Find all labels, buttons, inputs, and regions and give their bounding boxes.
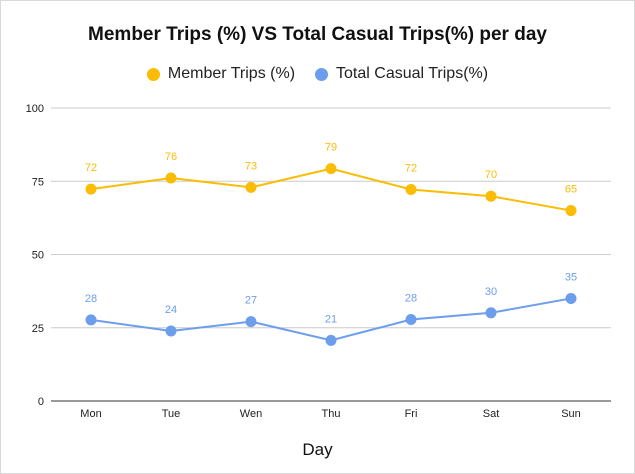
legend-label-casual: Total Casual Trips(%) [336, 65, 489, 82]
chart-title: Member Trips (%) VS Total Casual Trips(%… [88, 24, 547, 45]
data-point [565, 292, 577, 304]
x-tick-label: Mon [80, 408, 101, 420]
x-tick-label: Sun [561, 408, 581, 420]
data-point [245, 181, 257, 193]
x-tick-label: Wen [240, 408, 262, 420]
data-label: 72 [405, 162, 417, 174]
data-label: 27 [245, 295, 257, 307]
data-label: 24 [165, 304, 177, 316]
data-point [165, 172, 177, 184]
data-label: 21 [325, 313, 337, 325]
data-label: 72 [85, 162, 97, 174]
data-point [85, 183, 97, 195]
data-point [245, 316, 257, 328]
legend-label-member: Member Trips (%) [167, 65, 296, 82]
data-point [485, 190, 497, 202]
legend-marker-casual [315, 67, 329, 81]
series-line-0 [90, 167, 572, 212]
legend-marker-member [146, 67, 160, 81]
data-label: 65 [565, 184, 577, 196]
data-label: 73 [245, 160, 257, 172]
legend-item-member: Member Trips (%) [146, 65, 296, 83]
data-point [325, 334, 337, 346]
data-label: 76 [165, 151, 177, 163]
legend-item-casual: Total Casual Trips(%) [315, 65, 488, 83]
data-point [405, 314, 417, 326]
y-tick-label: 100 [26, 103, 44, 115]
data-label: 70 [485, 169, 497, 181]
data-point [325, 163, 337, 175]
x-axis-title: Day [302, 440, 333, 459]
data-label: 30 [485, 286, 497, 298]
x-tick-label: Thu [322, 408, 341, 420]
data-point [485, 307, 497, 319]
data-point [405, 183, 417, 195]
chart-legend: Member Trips (%) Total Casual Trips(%) [1, 65, 634, 83]
y-tick-label: 0 [38, 396, 44, 408]
x-tick-label: Fri [405, 408, 418, 420]
x-tick-label: Tue [162, 408, 181, 420]
data-label: 35 [565, 271, 577, 283]
data-label: 28 [405, 293, 417, 305]
data-label: 28 [85, 293, 97, 305]
x-tick-label: Sat [483, 408, 500, 420]
y-tick-label: 50 [32, 250, 44, 262]
y-tick-label: 75 [32, 176, 44, 188]
data-point [85, 314, 97, 326]
data-point [565, 205, 577, 217]
data-label: 79 [325, 142, 337, 154]
y-tick-label: 25 [32, 323, 44, 335]
data-point [165, 325, 177, 337]
